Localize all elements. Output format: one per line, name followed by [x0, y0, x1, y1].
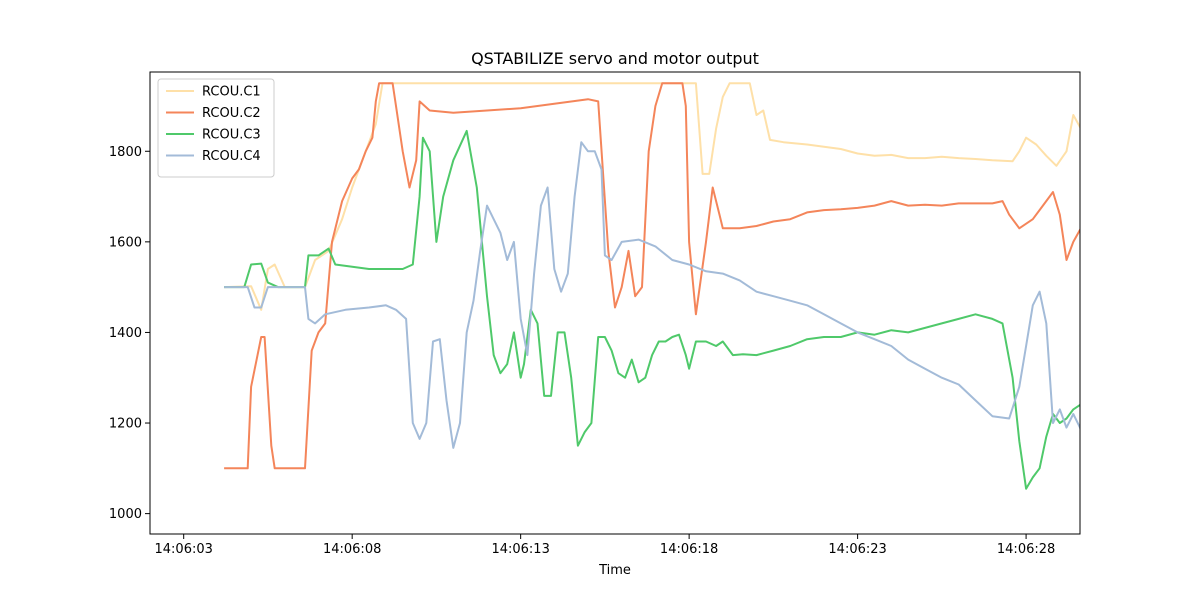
legend-label: RCOU.C4 [202, 149, 261, 164]
legend-box [157, 78, 275, 178]
y-tick-label: 1400 [109, 326, 142, 341]
legend-label: RCOU.C1 [202, 85, 261, 100]
series-line-rcou-c3 [224, 129, 1080, 490]
x-tick-label: 14:06:23 [828, 542, 886, 557]
chart-title: QSTABILIZE servo and motor output [471, 49, 759, 68]
x-tick-label: 14:06:18 [660, 542, 718, 557]
legend: RCOU.C1 RCOU.C2 RCOU.C3 RCOU.C4 [157, 78, 275, 178]
plot-frame [149, 71, 1081, 535]
x-tick-label: 14:06:13 [491, 542, 549, 557]
y-axis: 1000 1200 1400 1600 1800 [109, 145, 150, 522]
plot-lines [224, 82, 1080, 490]
x-axis: 14:06:03 14:06:08 14:06:13 14:06:18 14:06:23… [155, 534, 1055, 557]
x-tick-label: 14:06:03 [155, 542, 213, 557]
series-line-rcou-c4 [224, 141, 1080, 449]
x-tick-label: 14:06:08 [323, 542, 381, 557]
x-axis-label: Time [598, 563, 631, 578]
y-tick-label: 1200 [109, 417, 142, 432]
series-line-rcou-c2 [224, 82, 1080, 470]
y-tick-label: 1600 [109, 235, 142, 250]
x-tick-label: 14:06:28 [997, 542, 1055, 557]
y-tick-label: 1800 [109, 145, 142, 160]
legend-label: RCOU.C3 [202, 128, 261, 143]
legend-label: RCOU.C2 [202, 106, 261, 121]
y-tick-label: 1000 [109, 507, 142, 522]
